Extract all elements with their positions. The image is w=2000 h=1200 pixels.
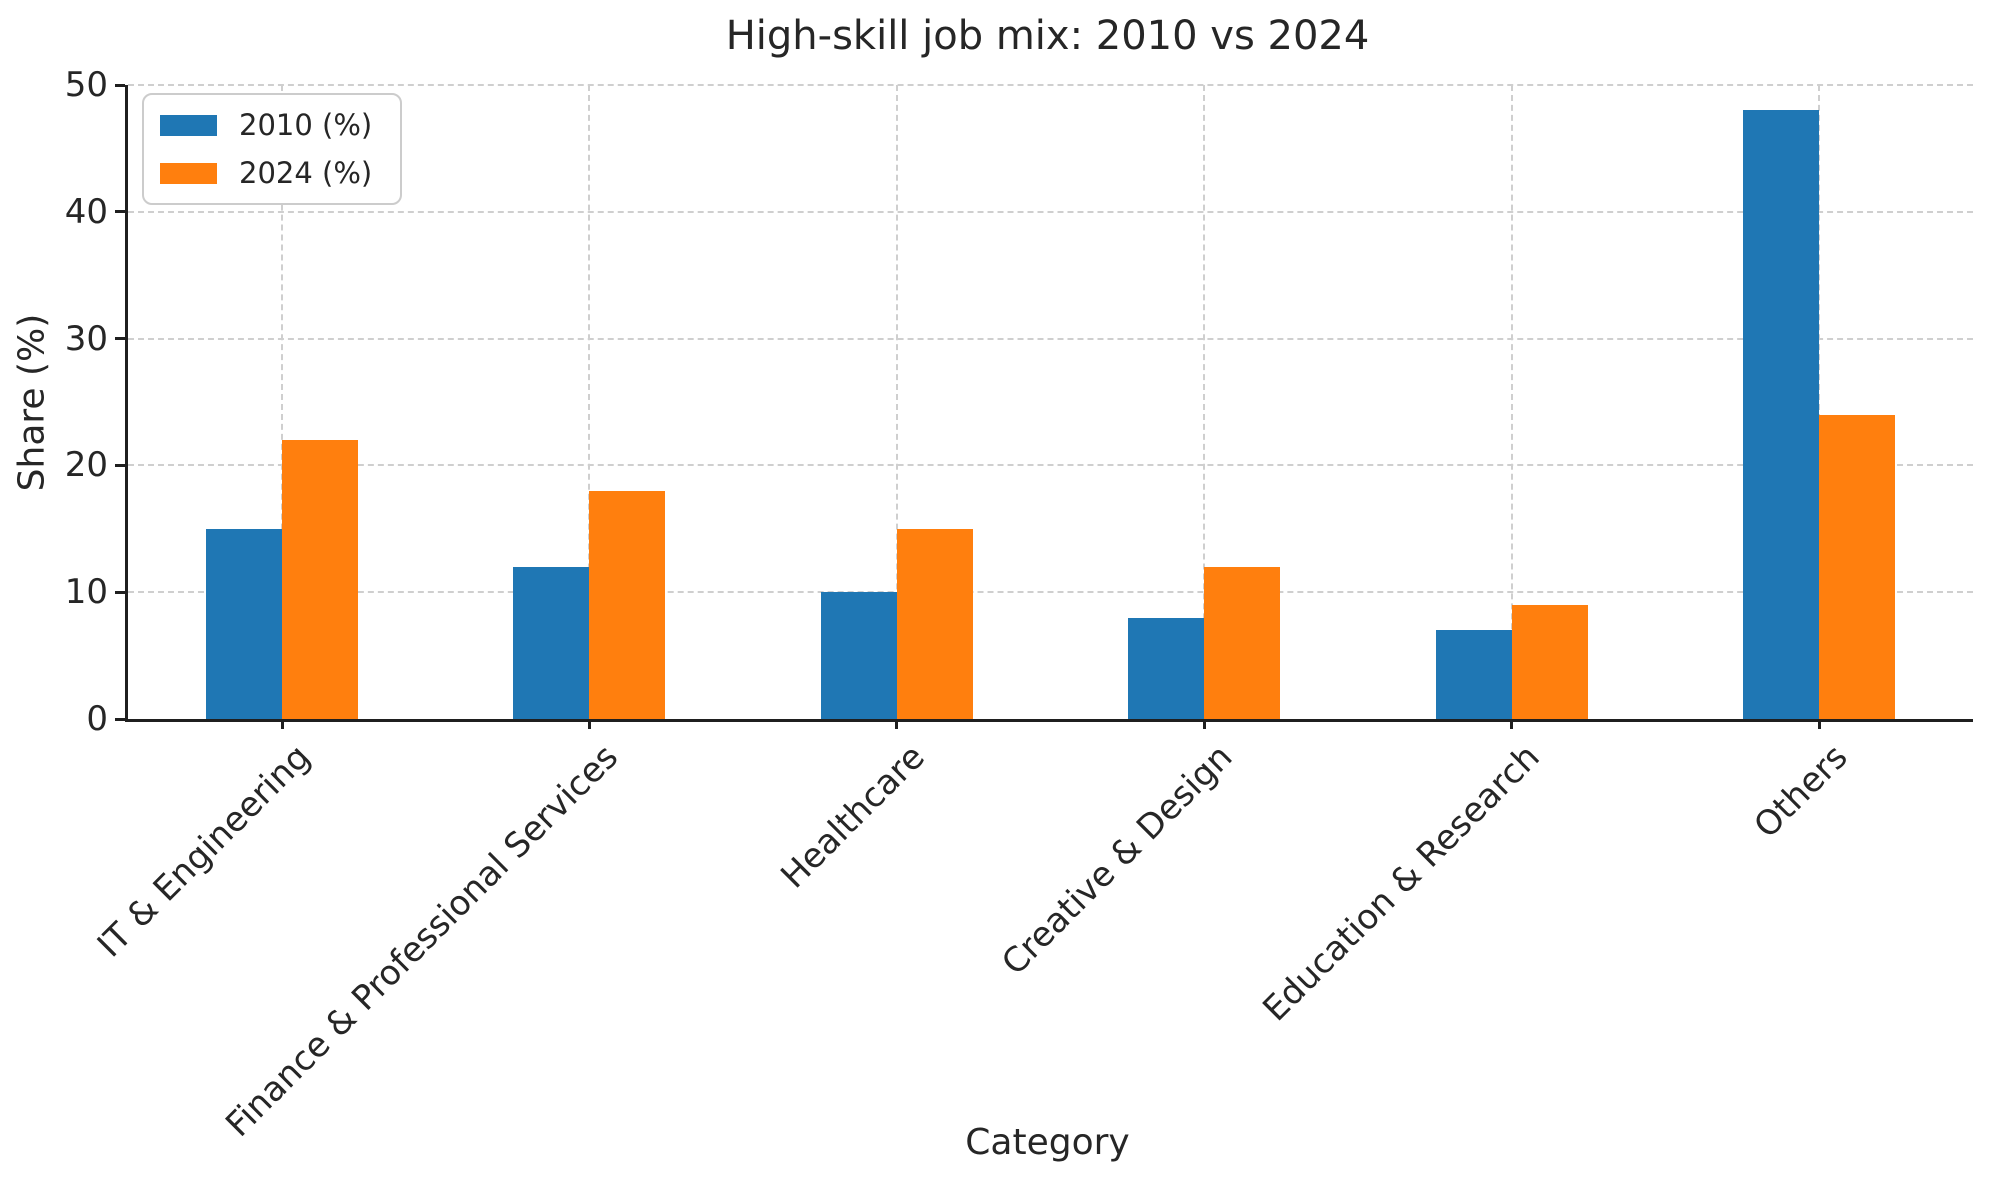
x-tick-mark-5: [1817, 719, 1821, 729]
gridline-horizontal-10: [128, 591, 1973, 594]
y-tick-label-50: 50: [64, 65, 108, 105]
bar-2024-2: [896, 528, 973, 719]
legend-item-2024: 2024 (%): [160, 157, 372, 189]
bar-2024-0: [282, 440, 358, 719]
legend-label-2010: 2010 (%): [239, 108, 373, 142]
bar-2010-3: [1128, 617, 1205, 719]
y-tick-label-30: 30: [64, 318, 108, 359]
y-axis-label: Share (%): [11, 313, 53, 491]
legend-item-2010: 2010 (%): [160, 109, 372, 141]
gridline-vertical-0: [281, 85, 283, 719]
legend-swatch-2010: [160, 114, 217, 136]
gridline-vertical-2: [895, 85, 898, 719]
y-tick-mark-0: [115, 717, 125, 721]
gridline-vertical-1: [588, 85, 591, 719]
y-tick-label-20: 20: [64, 445, 108, 486]
x-tick-mark-0: [280, 719, 284, 729]
bar-2010-1: [513, 566, 590, 719]
x-tick-label-3: Creative & Design: [994, 737, 1241, 984]
bar-2010-0: [206, 528, 282, 719]
x-tick-label-5: Others: [1746, 737, 1856, 847]
x-tick-label-4: Education & Research: [1255, 737, 1548, 1030]
y-tick-mark-40: [115, 210, 125, 214]
bar-2010-2: [820, 592, 897, 719]
gridline-horizontal-20: [128, 464, 1973, 467]
bar-2024-5: [1819, 414, 1895, 719]
y-tick-label-0: 0: [86, 699, 108, 739]
y-tick-mark-20: [115, 463, 125, 467]
y-tick-mark-10: [115, 590, 125, 594]
gridline-vertical-5: [1818, 85, 1820, 719]
y-tick-mark-30: [115, 337, 125, 341]
bar-2010-4: [1435, 630, 1512, 719]
bar-2010-5: [1743, 110, 1819, 719]
y-tick-label-40: 40: [64, 191, 108, 232]
x-tick-mark-2: [895, 719, 899, 729]
x-tick-label-2: Healthcare: [773, 737, 934, 897]
gridline-horizontal-30: [128, 337, 1973, 340]
x-tick-mark-3: [1202, 719, 1206, 729]
y-axis-label-container: Share (%): [8, 85, 56, 719]
gridline-horizontal-40: [128, 210, 1973, 213]
bar-2024-3: [1204, 566, 1281, 719]
gridline-vertical-3: [1203, 85, 1206, 719]
x-tick-mark-4: [1510, 719, 1514, 729]
x-tick-label-0: IT & Engineering: [89, 737, 319, 966]
bar-2024-4: [1511, 604, 1588, 719]
legend-label-2024: 2024 (%): [239, 156, 373, 190]
legend: 2010 (%) 2024 (%): [142, 93, 403, 205]
gridline-vertical-4: [1510, 85, 1513, 719]
bar-2024-1: [589, 490, 666, 719]
y-tick-mark-50: [115, 83, 125, 87]
chart-title: High-skill job mix: 2010 vs 2024: [725, 13, 1370, 59]
plot-area: 2010 (%) 2024 (%) 0 10 20 30 40 50 IT & Engine…: [65, 65, 1973, 1145]
x-axis-label: Category: [965, 1122, 1130, 1163]
x-tick-mark-1: [587, 719, 591, 729]
y-tick-label-10: 10: [64, 572, 108, 613]
legend-swatch-2024: [160, 162, 217, 184]
gridline-horizontal-50: [128, 84, 1973, 86]
